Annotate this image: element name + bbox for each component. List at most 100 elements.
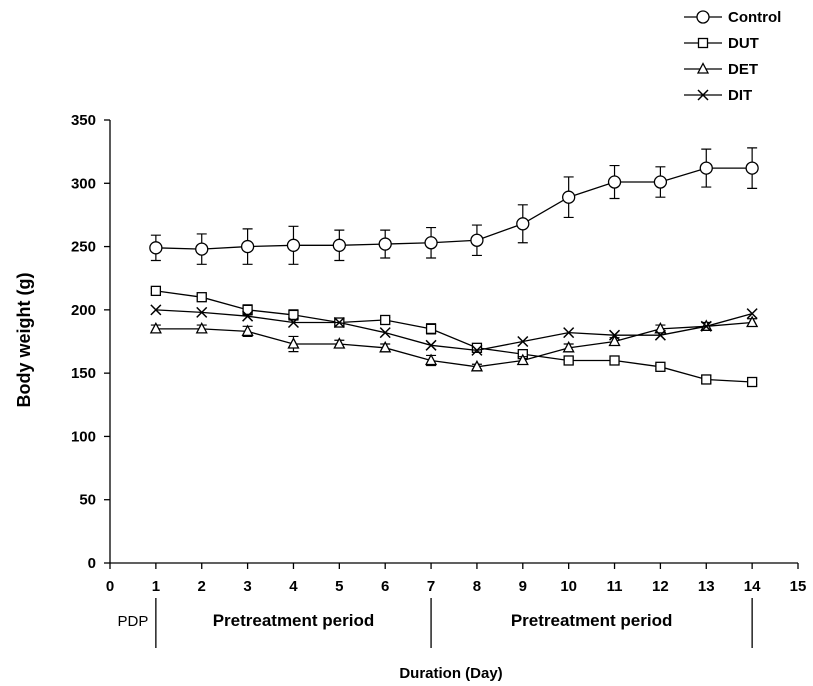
data-point xyxy=(149,321,162,334)
y-axis-ticks: 0 50 100 150 200 250 300 350 xyxy=(71,112,110,572)
legend: Control DUT DET DIT xyxy=(684,9,781,104)
data-point xyxy=(195,321,208,334)
x-tick-label: 3 xyxy=(243,578,251,595)
period-annotations: PDP Pretreatment period Pretreatment perio… xyxy=(118,598,753,648)
data-point xyxy=(196,306,208,318)
data-point xyxy=(288,309,299,321)
data-point xyxy=(654,329,666,341)
data-point xyxy=(471,344,483,356)
series-line xyxy=(155,309,753,352)
data-point xyxy=(563,327,575,339)
x-tick-label: 12 xyxy=(652,578,669,595)
data-point xyxy=(425,339,437,351)
data-point xyxy=(240,239,255,254)
x-tick-label: 4 xyxy=(289,578,298,595)
data-point xyxy=(563,355,574,366)
data-point xyxy=(654,321,667,334)
x-tick-label: 5 xyxy=(335,578,343,595)
data-point xyxy=(287,316,299,329)
period-label: Pretreatment period xyxy=(511,611,673,630)
x-tick-label: 8 xyxy=(473,578,481,595)
data-point xyxy=(746,376,758,388)
data-point xyxy=(470,359,484,372)
data-point xyxy=(517,335,529,348)
legend-label: DUT xyxy=(728,35,759,52)
legend-marker xyxy=(696,10,710,24)
legend-label: DIT xyxy=(728,87,752,104)
y-axis-title: Body weight (g) xyxy=(14,273,34,408)
data-point xyxy=(286,238,301,252)
data-point xyxy=(333,337,346,349)
y-tick-label: 50 xyxy=(79,492,96,509)
x-tick-label: 6 xyxy=(381,578,389,595)
data-point xyxy=(241,324,254,337)
data-point xyxy=(653,175,668,189)
data-point xyxy=(608,334,621,347)
x-tick-label: 11 xyxy=(607,578,623,595)
legend-label: Control xyxy=(728,9,781,26)
series-det xyxy=(149,315,759,372)
x-tick-label: 7 xyxy=(427,578,435,595)
x-tick-label: 1 xyxy=(152,578,160,595)
data-point xyxy=(746,308,758,320)
data-point xyxy=(562,340,575,353)
x-tick-label: 2 xyxy=(198,578,206,595)
data-point xyxy=(378,237,392,251)
axes xyxy=(109,120,798,564)
plot-area xyxy=(149,147,759,388)
data-point xyxy=(562,190,576,204)
y-tick-label: 0 xyxy=(88,555,96,572)
data-point xyxy=(609,355,620,366)
y-tick-label: 100 xyxy=(71,428,96,445)
data-point xyxy=(607,175,622,189)
data-point xyxy=(700,320,712,332)
pdp-label: PDP xyxy=(118,613,149,630)
legend-item-dit: DIT xyxy=(684,87,752,104)
data-point xyxy=(424,353,438,366)
series-control xyxy=(149,147,759,265)
data-point xyxy=(655,361,666,372)
y-tick-label: 350 xyxy=(71,112,96,129)
series-line xyxy=(155,321,753,368)
legend-marker xyxy=(697,37,709,49)
y-tick-label: 200 xyxy=(71,302,96,319)
legend-marker xyxy=(696,62,710,74)
y-tick-label: 150 xyxy=(71,365,96,382)
data-point xyxy=(149,241,163,255)
data-point xyxy=(746,315,759,328)
x-tick-label: 10 xyxy=(560,578,577,595)
x-tick-label: 14 xyxy=(744,578,761,595)
series-line xyxy=(155,290,753,383)
x-axis-ticks: 0 1 2 3 4 5 6 7 8 9 10 11 12 13 14 15 xyxy=(106,563,807,595)
data-point xyxy=(471,342,483,353)
data-point xyxy=(609,329,621,341)
y-tick-label: 250 xyxy=(71,239,96,256)
data-point xyxy=(516,217,530,231)
x-tick-label: 9 xyxy=(519,578,527,595)
data-point xyxy=(150,304,162,316)
series-line xyxy=(155,167,753,250)
x-tick-label: 15 xyxy=(790,578,807,595)
data-point xyxy=(242,310,254,322)
y-tick-label: 300 xyxy=(71,175,96,192)
x-tick-label: 13 xyxy=(698,578,715,595)
series-dut xyxy=(150,285,758,388)
data-point xyxy=(332,238,346,252)
data-point xyxy=(701,374,712,385)
x-axis-title: Duration (Day) xyxy=(399,665,502,682)
data-point xyxy=(516,353,529,366)
data-point xyxy=(380,314,391,326)
legend-marker xyxy=(697,89,709,101)
data-point xyxy=(379,327,391,339)
data-point xyxy=(333,316,345,329)
data-point xyxy=(745,161,759,175)
legend-label: DET xyxy=(728,61,758,78)
data-point xyxy=(150,285,162,297)
legend-item-control: Control xyxy=(684,9,781,26)
data-point xyxy=(470,233,484,247)
legend-item-det: DET xyxy=(684,61,758,78)
data-point xyxy=(379,340,392,353)
data-point xyxy=(425,323,437,334)
data-point xyxy=(424,236,438,250)
